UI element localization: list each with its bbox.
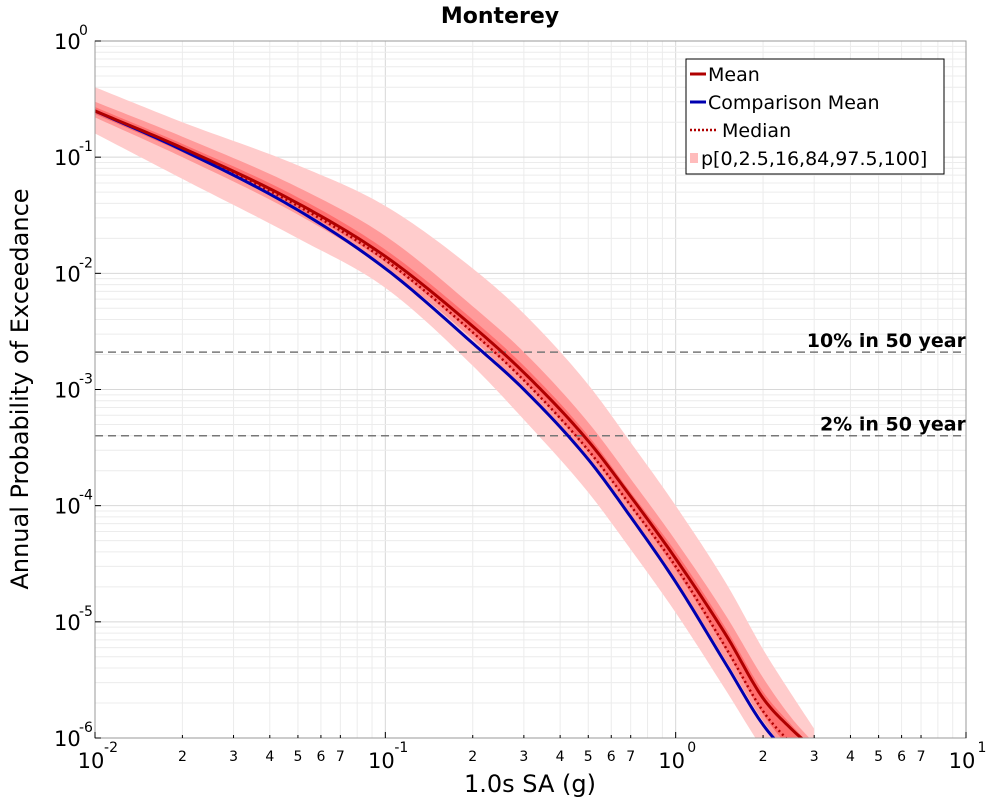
x-minor-tick-label: 3: [229, 749, 238, 765]
x-minor-tick-label: 7: [626, 749, 635, 765]
x-tick-label: 10: [658, 749, 685, 773]
percentile-bands: [95, 87, 815, 738]
legend-label: Median: [722, 120, 791, 142]
y-tick-label: 10: [54, 611, 81, 635]
data-series: [95, 109, 804, 738]
x-minor-tick-label: 4: [556, 749, 565, 765]
x-minor-tick-label: 6: [607, 749, 616, 765]
y-tick-label: 10: [54, 379, 81, 403]
x-minor-tick-label: 2: [178, 749, 187, 765]
x-minor-tick-label: 2: [468, 749, 477, 765]
x-tick-label: 10: [368, 749, 395, 773]
band-0-100: [95, 87, 815, 738]
y-axis-label: Annual Probability of Exceedance: [6, 188, 34, 589]
reference-line-label-1: 2% in 50 year: [820, 414, 967, 436]
y-tick-exponent: -2: [79, 255, 93, 271]
chart-title: Monterey: [441, 4, 559, 29]
x-minor-tick-label: 3: [519, 749, 528, 765]
reference-line-label-0: 10% in 50 year: [807, 330, 967, 352]
y-tick-label: 10: [54, 146, 81, 170]
series-line-median: [95, 109, 788, 738]
x-minor-tick-label: 3: [810, 749, 819, 765]
band-16-84: [95, 107, 804, 738]
legend-label: Comparison Mean: [708, 92, 880, 114]
x-minor-tick-label: 4: [265, 749, 274, 765]
x-minor-tick-label: 6: [316, 749, 325, 765]
series-line-mean: [95, 109, 804, 738]
x-axis-label: 1.0s SA (g): [464, 770, 596, 798]
band-2.5-97.5: [95, 101, 810, 738]
x-minor-tick-label: 4: [846, 749, 855, 765]
reference-lines: 10% in 50 year 2% in 50 year: [95, 330, 967, 437]
legend-label: p[0,2.5,16,84,97.5,100]: [701, 148, 927, 170]
series-line-comparison-mean: [95, 109, 776, 738]
x-tick-exponent: -1: [394, 740, 408, 756]
x-minor-tick-label: 5: [293, 749, 302, 765]
x-tick-exponent: -2: [104, 740, 118, 756]
y-tick-label: 10: [54, 30, 81, 54]
x-minor-tick-label: 2: [759, 749, 768, 765]
x-minor-tick-label: 6: [897, 749, 906, 765]
x-minor-tick-label: 5: [874, 749, 883, 765]
x-minor-tick-label: 5: [584, 749, 593, 765]
x-minor-tick-label: 7: [336, 749, 345, 765]
y-tick-label: 10: [54, 495, 81, 519]
y-tick-exponent: 0: [79, 23, 88, 39]
x-tick-label: 10: [78, 749, 105, 773]
y-tick-label: 10: [54, 262, 81, 286]
y-tick-exponent: -1: [79, 139, 93, 155]
x-tick-exponent: 1: [978, 740, 987, 756]
y-tick-exponent: -4: [79, 488, 93, 504]
x-tick-label: 10: [949, 749, 976, 773]
y-tick-exponent: -5: [79, 604, 93, 620]
legend-swatch-band: [690, 153, 698, 163]
x-tick-exponent: 0: [687, 740, 696, 756]
legend-label: Mean: [708, 64, 760, 86]
x-minor-tick-label: 7: [917, 749, 926, 765]
y-tick-exponent: -3: [79, 372, 93, 388]
y-tick-exponent: -6: [79, 720, 93, 736]
legend: Mean Comparison Mean Median p[0,2.5,16,84,9…: [685, 58, 945, 175]
legend-box: [685, 58, 945, 175]
y-tick-label: 10: [54, 727, 81, 751]
